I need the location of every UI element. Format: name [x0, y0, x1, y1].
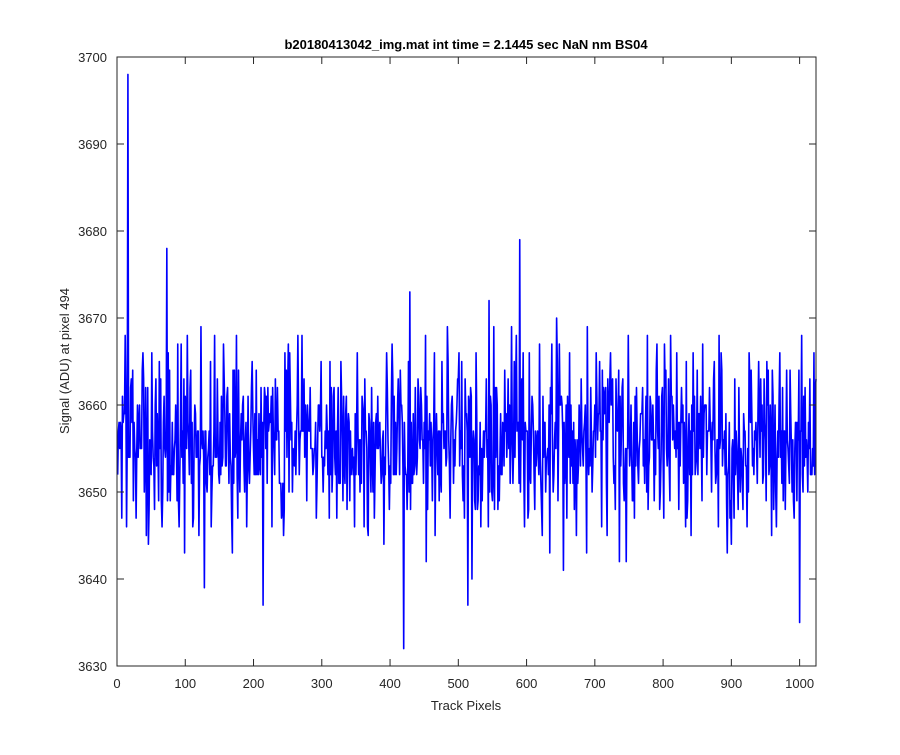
y-tick-label: 3670	[78, 311, 107, 326]
series-line	[116, 73, 817, 650]
series-layer	[116, 73, 817, 650]
x-tick-label: 700	[584, 676, 606, 691]
y-tick-label: 3680	[78, 224, 107, 239]
x-tick-label: 300	[311, 676, 333, 691]
axes-box	[116, 56, 817, 667]
y-tick-label: 3690	[78, 137, 107, 152]
x-tick-label: 400	[379, 676, 401, 691]
y-tick-label: 3660	[78, 398, 107, 413]
plot-background	[117, 57, 816, 666]
x-tick-label: 900	[721, 676, 743, 691]
x-tick-label: 0	[113, 676, 120, 691]
x-tick-label: 1000	[785, 676, 814, 691]
x-tick-label: 500	[447, 676, 469, 691]
x-tick-label: 800	[652, 676, 674, 691]
x-axis-label: Track Pixels	[431, 698, 502, 713]
x-tick-label: 100	[174, 676, 196, 691]
tick-layer: 0 100 200 300 400 500 600 700 800 900 1000 3630 3640…	[78, 50, 816, 691]
y-tick-label: 3650	[78, 485, 107, 500]
y-axis-label: Signal (ADU) at pixel 494	[57, 288, 72, 434]
y-tick-label: 3640	[78, 572, 107, 587]
x-tick-label: 600	[516, 676, 538, 691]
y-tick-label: 3630	[78, 659, 107, 674]
y-tick-label: 3700	[78, 50, 107, 65]
chart-title: b20180413042_img.mat int time = 2.1445 s…	[284, 37, 648, 52]
x-tick-label: 200	[243, 676, 265, 691]
